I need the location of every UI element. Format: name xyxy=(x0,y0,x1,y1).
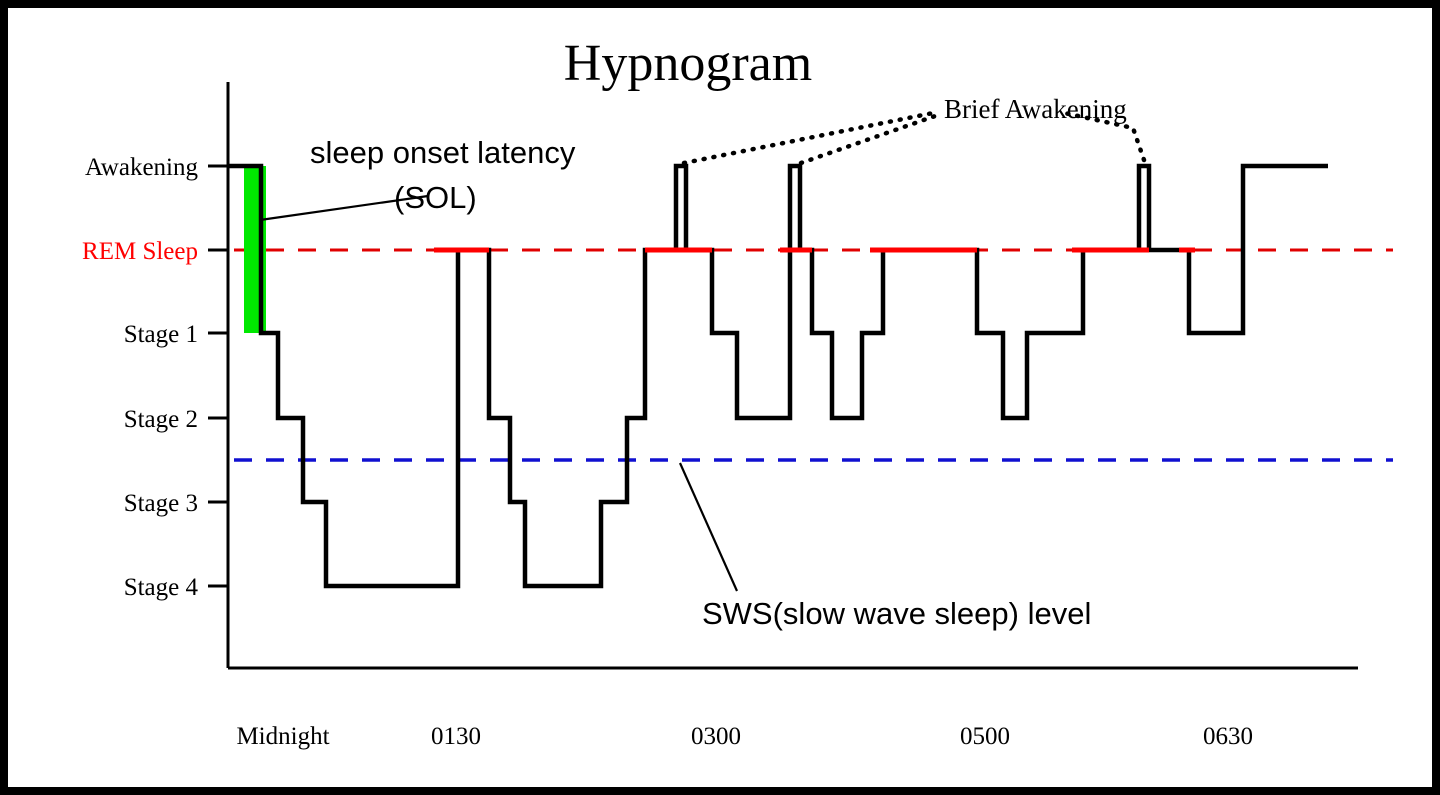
y-axis-label-stage-2: Stage 2 xyxy=(124,406,198,433)
sws-leader-line xyxy=(678,462,739,592)
brief-awakening-leader-3 xyxy=(1057,109,1147,163)
y-axis-label-stage-1: Stage 1 xyxy=(124,321,198,348)
hypnogram-chart: Hypnogram Awakening REM Sleep Stage 1 Stage… xyxy=(82,35,1393,750)
brief-awakening-leader-2 xyxy=(798,112,941,166)
sws-annotation: SWS(slow wave sleep) level xyxy=(678,462,1091,631)
x-axis-labels: Midnight 0130 0300 0500 0630 xyxy=(236,723,1253,750)
figure-canvas: Hypnogram Awakening REM Sleep Stage 1 Stage… xyxy=(8,8,1432,787)
y-axis-label-rem-sleep: REM Sleep xyxy=(82,238,198,265)
x-axis-label-1: 0130 xyxy=(431,723,481,750)
y-axis-label-stage-3: Stage 3 xyxy=(124,490,198,517)
brief-awakening-annotation: Brief Awakening xyxy=(681,94,1147,166)
brief-awakening-leader-1 xyxy=(681,109,941,166)
axes xyxy=(226,82,1358,670)
page-title: Hypnogram xyxy=(564,35,812,92)
x-axis-label-4: 0630 xyxy=(1203,723,1253,750)
x-axis-label-0: Midnight xyxy=(236,723,329,750)
x-axis-label-2: 0300 xyxy=(691,723,741,750)
sol-annotation: sleep onset latency (SOL) xyxy=(259,135,576,222)
sol-leader-line xyxy=(259,194,429,222)
y-axis-label-stage-4: Stage 4 xyxy=(124,574,199,601)
hypnogram-trace xyxy=(228,163,1328,589)
sol-label-line1: sleep onset latency xyxy=(310,135,576,170)
brief-awakening-label: Brief Awakening xyxy=(944,94,1127,124)
x-axis-label-3: 0500 xyxy=(960,723,1010,750)
y-axis-labels: Awakening REM Sleep Stage 1 Stage 2 Stage 3 S… xyxy=(82,154,228,601)
y-axis-label-awakening: Awakening xyxy=(85,154,198,181)
sws-label: SWS(slow wave sleep) level xyxy=(702,596,1091,631)
sol-label-line2: (SOL) xyxy=(394,180,477,215)
